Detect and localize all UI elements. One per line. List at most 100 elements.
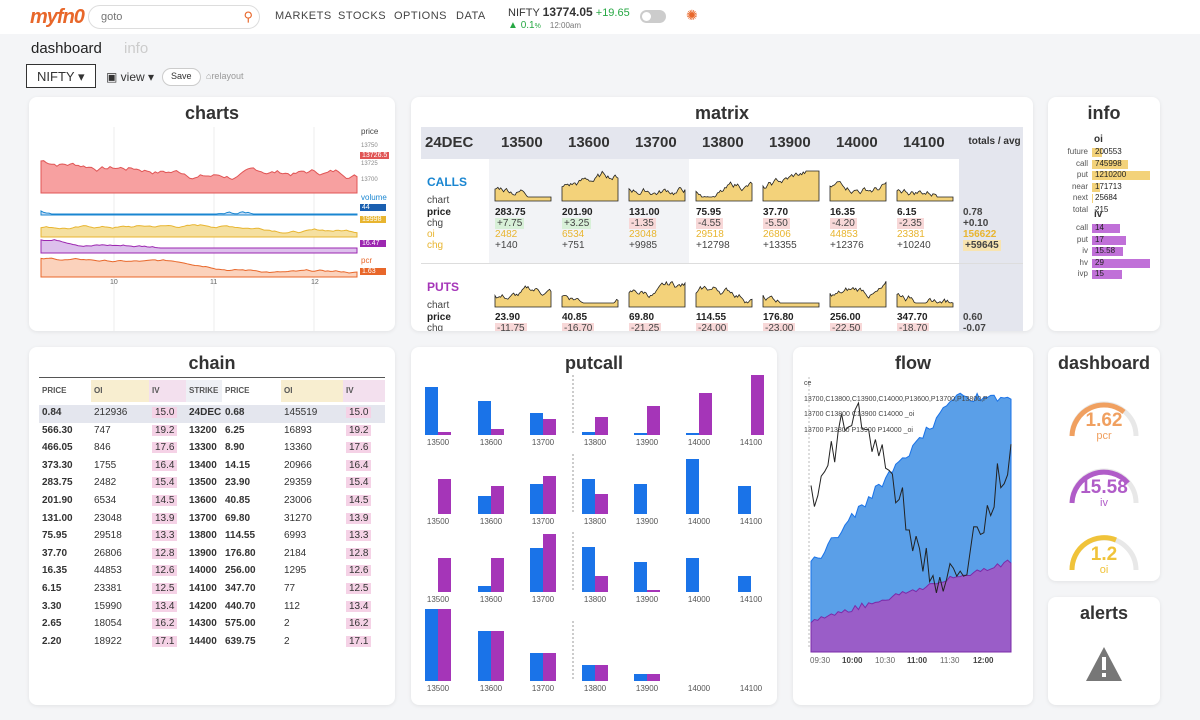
chain-cell: 37.70 — [42, 548, 67, 559]
chain-cell: 12.8 — [346, 548, 371, 559]
putcall-x-tick: 13700 — [532, 438, 555, 447]
chain-row: 466.05 846 17.6 13300 8.90 13360 17.6 — [39, 440, 385, 458]
chain-row: 16.35 44853 12.6 14000 256.00 1295 12.6 — [39, 563, 385, 581]
putcall-x-tick: 13600 — [480, 438, 503, 447]
putcall-bar-purple — [647, 406, 660, 435]
putcall-x-tick: 14000 — [688, 595, 711, 604]
calls-sparkline — [629, 188, 685, 201]
putcall-bar-blue — [686, 558, 699, 592]
putcall-bar-blue — [634, 674, 647, 681]
chain-cell: 14.5 — [152, 495, 177, 506]
putcall-bar-blue — [582, 665, 595, 681]
gauge-label: pcr — [1064, 430, 1144, 442]
chain-cell: 2.65 — [42, 618, 61, 629]
calls-chg-cell: +3.25 — [562, 218, 591, 229]
gauge-text: 1.62 pcr — [1064, 392, 1144, 447]
chain-header-cell: OI — [91, 380, 152, 402]
oi-label: oi — [1094, 134, 1103, 145]
putcall-bar-purple — [595, 665, 608, 681]
tab-dashboard[interactable]: dashboard — [31, 40, 102, 57]
chain-cell: 13.4 — [152, 601, 177, 612]
puts-sparkline — [562, 295, 618, 307]
chain-cell: 13200 — [189, 425, 217, 436]
putcall-x-tick: 14000 — [688, 684, 711, 693]
putcall-bar-purple — [751, 375, 764, 435]
chain-row: 373.30 1755 16.4 13400 14.15 20966 16.4 — [39, 458, 385, 476]
relayout-button[interactable]: ⌂relayout — [206, 71, 243, 81]
chain-cell: 575.00 — [225, 618, 256, 629]
chain-cell: 15.4 — [152, 477, 177, 488]
pcr-label: pcr — [361, 256, 372, 265]
nav-stocks[interactable]: STOCKS — [338, 10, 386, 22]
chain-cell: 440.70 — [225, 601, 256, 612]
chain-cell: 747 — [94, 425, 111, 436]
calls-oichg-cell: +10240 — [897, 240, 931, 251]
flow-x-tick: 09:30 — [810, 656, 830, 665]
chain-row: 6.15 23381 12.5 14100 347.70 77 12.5 — [39, 581, 385, 599]
chain-cell: 6.15 — [42, 583, 61, 594]
chain-cell: 0.68 — [225, 407, 244, 418]
chain-cell: 24DEC — [189, 407, 221, 418]
theme-toggle[interactable] — [640, 10, 666, 23]
chain-cell: 23006 — [284, 495, 312, 506]
chain-cell: 14.5 — [346, 495, 371, 506]
chain-cell: 201.90 — [42, 495, 73, 506]
flow-x-tick: 11:00 — [907, 656, 927, 665]
tab-info[interactable]: info — [124, 40, 148, 57]
chain-row: 0.84 212936 15.0 24DEC 0.68 145519 15.0 — [39, 405, 385, 423]
symbol-select[interactable]: NIFTY ▾ — [26, 64, 96, 88]
chain-cell: 12.8 — [152, 548, 177, 559]
chain-cell: 13600 — [189, 495, 217, 506]
info-title: info — [1048, 103, 1160, 124]
putcall-chart[interactable]: 13500 13600 13700 13800 13900 14000 14100 13500… — [411, 347, 777, 705]
chain-header-cell: PRICE — [39, 380, 94, 402]
info-key: iv — [1052, 246, 1088, 255]
puts-price-cell: 40.85 — [562, 312, 587, 323]
putcall-bar-blue — [634, 562, 647, 592]
chain-row: 2.20 18922 17.1 14400 639.75 2 17.1 — [39, 634, 385, 652]
chain-cell: 14200 — [189, 601, 217, 612]
info-key: ivp — [1052, 269, 1088, 278]
calls-oi-cell: 29518 — [696, 229, 724, 240]
view-button[interactable]: ▣ view ▾ — [106, 70, 154, 84]
putcall-bar-purple — [699, 393, 712, 435]
putcall-x-tick: 13500 — [427, 595, 450, 604]
putcall-x-tick: 13800 — [584, 438, 607, 447]
info-key: hv — [1052, 258, 1088, 267]
charts-plot[interactable] — [29, 97, 395, 331]
info-key: call — [1052, 159, 1088, 168]
alerts-card: alerts — [1048, 597, 1160, 705]
calls-sparkline — [763, 171, 819, 201]
nav-data[interactable]: DATA — [456, 10, 486, 22]
chain-cell: 212936 — [94, 407, 127, 418]
nav-markets[interactable]: MARKETS — [275, 10, 332, 22]
logo[interactable]: myfn0 — [30, 6, 84, 29]
matrix-table: 24DEC 13500 13600 13700 13800 13900 1400… — [421, 127, 1023, 331]
putcall-x-tick: 13900 — [636, 438, 659, 447]
calls-oichg-cell: +140 — [495, 240, 518, 251]
chain-cell: 16.4 — [346, 460, 371, 471]
gear-icon[interactable]: ✺ — [686, 7, 698, 24]
index-ticker: NIFTY 13774.05 +19.65 ▲ 0.1% 12:00am — [508, 5, 630, 31]
volume-badge: 44 — [360, 204, 386, 211]
chain-cell: 14.15 — [225, 460, 250, 471]
volume-label: volume — [361, 193, 387, 202]
putcall-x-tick: 14100 — [740, 517, 763, 526]
search-icon[interactable]: ⚲ — [243, 9, 253, 25]
puts-price-cell: 114.55 — [696, 312, 726, 323]
search-box[interactable]: ⚲ — [88, 5, 260, 29]
chain-cell: 13.9 — [152, 513, 177, 524]
nav-options[interactable]: OPTIONS — [394, 10, 447, 22]
calls-sparkline — [495, 187, 551, 201]
chain-cell: 12.6 — [152, 565, 177, 576]
chain-cell: 23.90 — [225, 477, 250, 488]
putcall-bar-purple — [543, 476, 556, 514]
search-input[interactable] — [101, 11, 231, 23]
puts-sparkline — [495, 286, 551, 307]
puts-chg-cell: -22.50 — [830, 323, 862, 331]
save-button[interactable]: Save — [162, 68, 201, 86]
chain-cell: 566.30 — [42, 425, 73, 436]
gauge-text: 1.2 oi — [1064, 526, 1144, 581]
info-key: put — [1052, 170, 1088, 179]
putcall-bar-blue — [530, 653, 543, 681]
